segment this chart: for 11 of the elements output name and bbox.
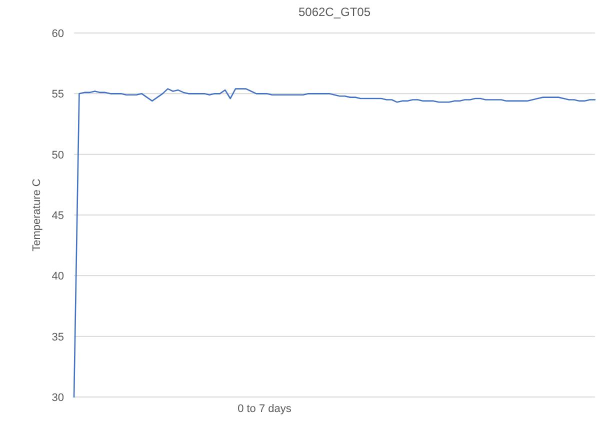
y-tick-label: 35 (52, 331, 64, 344)
y-tick-label: 45 (52, 210, 64, 222)
y-tick-label: 40 (52, 270, 64, 283)
y-tick-label: 50 (52, 149, 64, 162)
x-axis-title: 0 to 7 days (238, 403, 292, 415)
y-tick-label: 30 (52, 392, 64, 404)
chart-title: 5062C_GT05 (298, 5, 371, 19)
y-tick-label: 60 (52, 28, 64, 40)
y-axis-title: Temperature C (31, 178, 43, 252)
y-tick-label: 55 (52, 88, 64, 101)
line-series (73, 88, 596, 398)
